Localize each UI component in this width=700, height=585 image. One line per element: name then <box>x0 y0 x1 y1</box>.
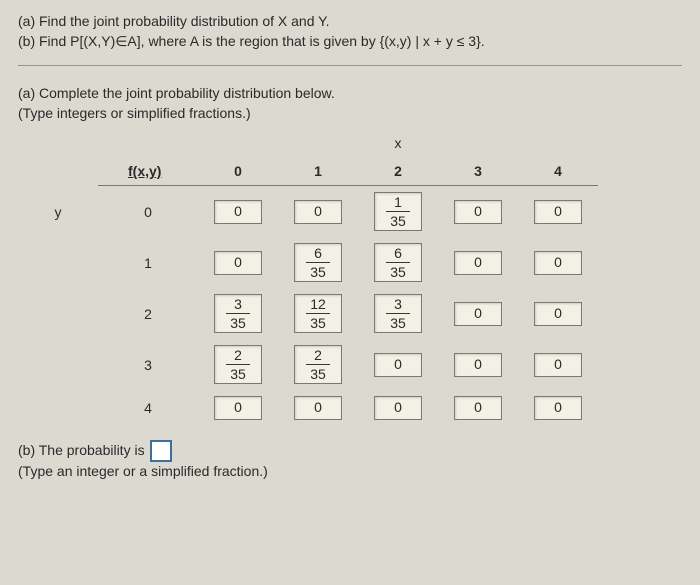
fraction: 235 <box>226 348 250 381</box>
row-header: 0 <box>98 186 198 238</box>
table-cell: 0 <box>198 237 278 288</box>
table-cell: 0 <box>438 339 518 390</box>
table-cell: 0 <box>198 186 278 238</box>
table-cell: 0 <box>358 339 438 390</box>
cell-input[interactable]: 1235 <box>294 294 342 333</box>
table-cell: 0 <box>518 288 598 339</box>
part-a-heading: (a) Complete the joint probability distr… <box>18 84 682 104</box>
row-header: 3 <box>98 339 198 390</box>
table-cell: 235 <box>198 339 278 390</box>
table-cell: 0 <box>518 339 598 390</box>
y-axis-label <box>18 288 98 339</box>
cell-input[interactable]: 235 <box>294 345 342 384</box>
cell-input[interactable]: 0 <box>534 353 582 377</box>
cell-input[interactable]: 0 <box>294 396 342 420</box>
table-cell: 0 <box>438 237 518 288</box>
y-axis-label <box>18 237 98 288</box>
cell-input[interactable]: 0 <box>454 200 502 224</box>
table-cell: 635 <box>358 237 438 288</box>
cell-input[interactable]: 0 <box>214 251 262 275</box>
cell-input[interactable]: 0 <box>534 302 582 326</box>
fraction: 635 <box>306 246 330 279</box>
y-axis-label <box>18 390 98 426</box>
table-cell: 0 <box>438 288 518 339</box>
row-header: 1 <box>98 237 198 288</box>
table-cell: 0 <box>518 390 598 426</box>
table-cell: 135 <box>358 186 438 238</box>
cell-input[interactable]: 0 <box>454 353 502 377</box>
row-header: 2 <box>98 288 198 339</box>
col-header-0: 0 <box>198 157 278 186</box>
cell-input[interactable]: 0 <box>374 396 422 420</box>
col-header-1: 1 <box>278 157 358 186</box>
part-b-question: (b) Find P[(X,Y)∈A], where A is the regi… <box>18 32 682 52</box>
cell-input[interactable]: 335 <box>214 294 262 333</box>
part-b-hint: (Type an integer or a simplified fractio… <box>18 462 682 482</box>
fraction: 335 <box>226 297 250 330</box>
table-cell: 0 <box>438 390 518 426</box>
cell-input[interactable]: 0 <box>454 302 502 326</box>
cell-input[interactable]: 0 <box>454 251 502 275</box>
col-header-2: 2 <box>358 157 438 186</box>
cell-input[interactable]: 635 <box>294 243 342 282</box>
y-axis-label <box>18 339 98 390</box>
cell-input[interactable]: 235 <box>214 345 262 384</box>
cell-input[interactable]: 0 <box>534 200 582 224</box>
x-axis-label: x <box>358 129 438 157</box>
fraction: 335 <box>386 297 410 330</box>
cell-input[interactable]: 0 <box>534 396 582 420</box>
probability-table: x f(x,y) 0 1 2 3 4 y00013500106356350023… <box>18 129 598 426</box>
table-cell: 0 <box>518 186 598 238</box>
table-cell: 0 <box>278 186 358 238</box>
table-cell: 335 <box>358 288 438 339</box>
cell-input[interactable]: 0 <box>214 396 262 420</box>
cell-input[interactable]: 0 <box>534 251 582 275</box>
col-header-4: 4 <box>518 157 598 186</box>
fraction: 635 <box>386 246 410 279</box>
y-axis-label: y <box>18 186 98 238</box>
row-header: 4 <box>98 390 198 426</box>
table-cell: 0 <box>518 237 598 288</box>
part-a-subheading: (Type integers or simplified fractions.) <box>18 104 682 124</box>
part-b-prefix: (b) The probability is <box>18 443 148 459</box>
cell-input[interactable]: 0 <box>374 353 422 377</box>
table-header-fxy: f(x,y) <box>98 157 198 186</box>
table-cell: 0 <box>198 390 278 426</box>
table-cell: 635 <box>278 237 358 288</box>
part-a-prefix: (a) Find the joint probability distribut… <box>18 12 682 32</box>
divider <box>18 65 682 66</box>
table-cell: 235 <box>278 339 358 390</box>
cell-input[interactable]: 135 <box>374 192 422 231</box>
table-cell: 0 <box>278 390 358 426</box>
cell-input[interactable]: 0 <box>294 200 342 224</box>
fraction: 135 <box>386 195 410 228</box>
cell-input[interactable]: 0 <box>454 396 502 420</box>
table-cell: 0 <box>438 186 518 238</box>
col-header-3: 3 <box>438 157 518 186</box>
probability-answer-input[interactable] <box>150 440 172 462</box>
table-cell: 0 <box>358 390 438 426</box>
cell-input[interactable]: 635 <box>374 243 422 282</box>
cell-input[interactable]: 335 <box>374 294 422 333</box>
table-cell: 335 <box>198 288 278 339</box>
table-cell: 1235 <box>278 288 358 339</box>
fraction: 235 <box>306 348 330 381</box>
cell-input[interactable]: 0 <box>214 200 262 224</box>
fraction: 1235 <box>306 297 330 330</box>
